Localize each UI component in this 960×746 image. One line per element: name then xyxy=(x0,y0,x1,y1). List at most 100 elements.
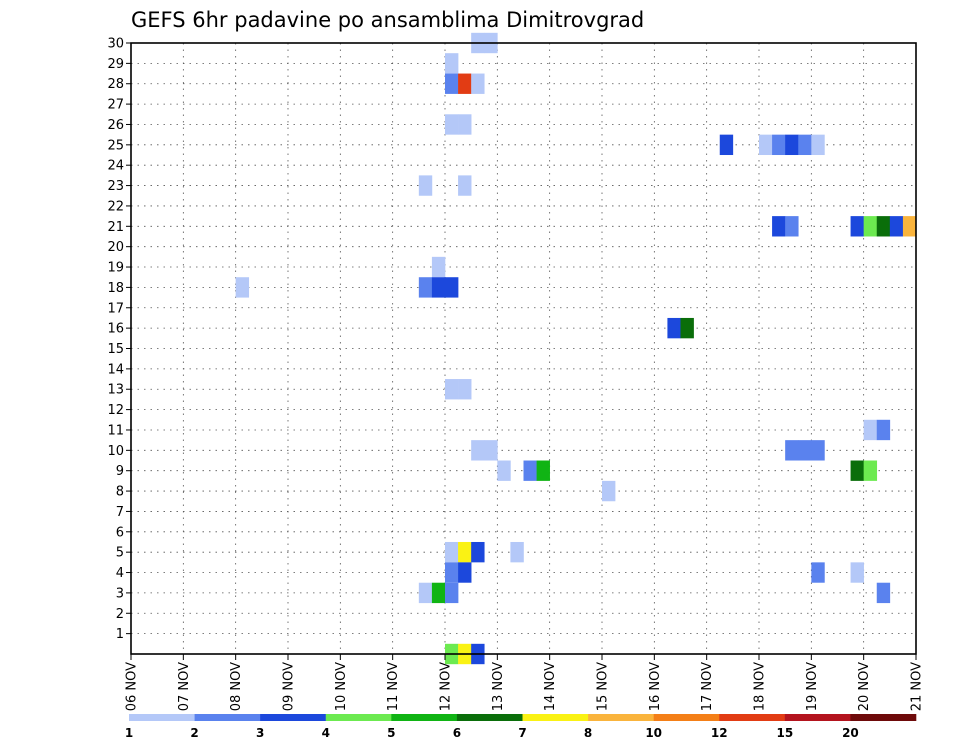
heatmap-cell xyxy=(445,379,459,400)
heatmap-cell xyxy=(667,317,681,339)
heatmap-cell xyxy=(772,216,786,237)
heatmap-cell xyxy=(798,440,812,461)
y-tick-label: 22 xyxy=(107,199,124,214)
colorbar-tick-label: 3 xyxy=(256,726,264,740)
heatmap-cell xyxy=(445,541,459,563)
x-tick-label: 06 NOV xyxy=(125,662,140,711)
heatmap-cell xyxy=(418,277,433,298)
heatmap-cell xyxy=(445,114,459,135)
heatmap-cell xyxy=(759,134,773,156)
heatmap-cell xyxy=(418,582,433,604)
heatmap-cell xyxy=(497,460,511,481)
y-tick-label: 21 xyxy=(107,220,124,235)
y-tick-label: 12 xyxy=(107,403,124,418)
heatmap-cell xyxy=(458,541,472,563)
heatmap-cell xyxy=(431,582,446,604)
colorbar-tick-label: 20 xyxy=(842,726,859,740)
y-tick-label: 3 xyxy=(116,586,124,601)
y-tick-label: 10 xyxy=(107,444,124,459)
heatmap-cell xyxy=(431,277,446,298)
y-tick-label: 27 xyxy=(107,98,124,113)
heatmap-cell xyxy=(471,440,485,461)
colorbar-tick-label: 5 xyxy=(387,726,395,740)
heatmap-cell xyxy=(510,541,524,563)
heatmap-cell xyxy=(889,216,904,237)
y-tick-label: 26 xyxy=(107,118,124,133)
y-tick-label: 20 xyxy=(107,240,124,255)
heatmap-cell xyxy=(902,216,917,237)
y-tick-label: 5 xyxy=(116,546,124,561)
x-tick-label: 15 NOV xyxy=(596,662,611,711)
x-tick-label: 18 NOV xyxy=(753,662,768,711)
y-tick-label: 13 xyxy=(107,383,124,398)
colorbar-swatch xyxy=(719,714,786,721)
x-tick-label: 13 NOV xyxy=(491,662,506,711)
y-tick-label: 16 xyxy=(107,322,124,337)
heatmap-cell xyxy=(536,460,550,481)
heatmap-cell xyxy=(850,460,864,481)
y-tick-label: 23 xyxy=(107,179,124,194)
x-tick-label: 16 NOV xyxy=(648,662,663,711)
heatmap-cell xyxy=(785,216,799,237)
colorbar: 1 2 3 4 5 6 7 8 10 12 15 20 xyxy=(125,714,917,740)
colorbar-swatch xyxy=(850,714,917,721)
y-axis: 1234567891011121314151617181920212223242… xyxy=(107,37,131,642)
heatmap-cell xyxy=(458,175,472,196)
y-tick-label: 29 xyxy=(107,57,124,72)
heatmap-cell xyxy=(602,480,616,502)
colorbar-swatch xyxy=(522,714,589,721)
heatmap-cell xyxy=(798,134,812,156)
heatmap-cell xyxy=(484,440,498,461)
heatmap-cell xyxy=(863,216,878,237)
y-tick-label: 28 xyxy=(107,77,124,92)
heatmap-cell xyxy=(471,73,485,94)
colorbar-swatch xyxy=(391,714,458,721)
chart-title: GEFS 6hr padavine po ansamblima Dimitrov… xyxy=(131,8,644,32)
heatmap-cell xyxy=(719,134,734,156)
heatmap-cell xyxy=(458,114,472,135)
heatmap-cell xyxy=(458,379,472,400)
y-tick-label: 9 xyxy=(116,464,124,479)
x-tick-label: 19 NOV xyxy=(805,662,820,711)
colorbar-tick-label: 15 xyxy=(776,726,793,740)
colorbar-swatch xyxy=(653,714,720,721)
colorbar-swatch xyxy=(325,714,392,721)
x-tick-label: 20 NOV xyxy=(857,662,872,711)
colorbar-swatch xyxy=(260,714,327,721)
colorbar-swatch xyxy=(129,714,195,721)
x-tick-label: 14 NOV xyxy=(543,662,558,711)
colorbar-swatch xyxy=(784,714,851,721)
x-tick-label: 09 NOV xyxy=(282,662,297,711)
heatmap-cell xyxy=(811,562,825,583)
y-tick-label: 30 xyxy=(107,37,124,52)
heatmap-cell xyxy=(863,419,878,441)
grid-lines xyxy=(131,42,916,654)
y-tick-label: 18 xyxy=(107,281,124,296)
heatmap-cell xyxy=(850,562,864,583)
heatmap-cell xyxy=(876,419,891,441)
heatmap-cell xyxy=(811,134,825,156)
colorbar-swatch xyxy=(456,714,523,721)
colorbar-swatch xyxy=(588,714,654,721)
colorbar-tick-label: 1 xyxy=(125,726,133,740)
heatmap-cell xyxy=(811,440,825,461)
heatmap-cell xyxy=(445,73,459,94)
heatmap-cell xyxy=(445,53,459,74)
x-tick-label: 11 NOV xyxy=(386,662,401,711)
heatmap-cell xyxy=(863,460,878,481)
y-tick-label: 7 xyxy=(116,505,124,520)
heatmap-cell xyxy=(680,317,694,339)
colorbar-tick-label: 12 xyxy=(711,726,728,740)
y-tick-label: 11 xyxy=(107,423,124,438)
x-tick-label: 17 NOV xyxy=(700,662,715,711)
colorbar-tick-label: 2 xyxy=(190,726,198,740)
y-tick-label: 24 xyxy=(107,159,124,174)
x-tick-label: 21 NOV xyxy=(910,662,925,711)
y-tick-label: 17 xyxy=(107,301,124,316)
heatmap-cell xyxy=(445,277,459,298)
y-tick-label: 1 xyxy=(116,627,124,642)
heatmap-cell xyxy=(876,582,891,604)
heatmap-cell xyxy=(876,216,891,237)
